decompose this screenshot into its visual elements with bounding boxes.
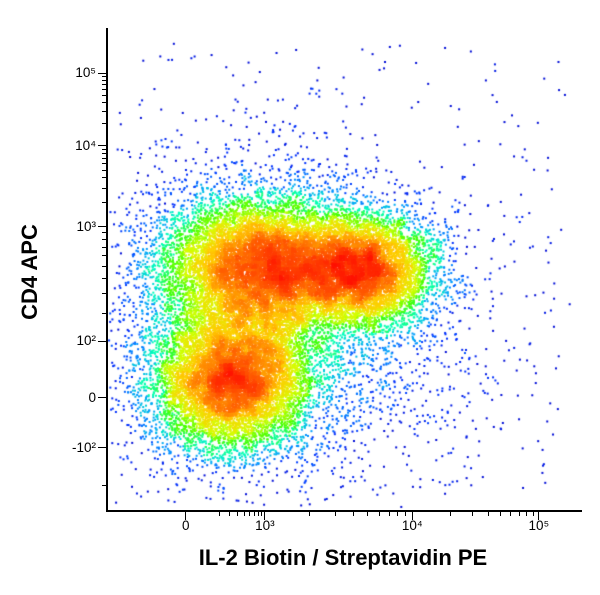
y-axis-major-tick <box>98 226 106 228</box>
y-axis-minor-tick <box>102 201 106 203</box>
x-axis-minor-tick <box>253 510 255 516</box>
x-axis-minor-tick <box>518 510 520 516</box>
y-axis-minor-tick <box>102 94 106 96</box>
y-axis-major-tick <box>98 447 106 449</box>
y-axis-minor-tick <box>102 101 106 103</box>
x-axis-major-tick <box>411 510 413 520</box>
y-tick-label: 10⁴ <box>75 137 96 153</box>
x-axis-minor-tick <box>449 510 451 516</box>
y-axis-major-tick <box>98 145 106 147</box>
y-axis-minor-tick <box>102 293 106 295</box>
x-axis-minor-tick <box>334 510 336 516</box>
x-axis-minor-tick <box>388 510 390 516</box>
x-axis-minor-tick <box>218 510 220 516</box>
x-axis-major-tick <box>185 510 187 520</box>
y-axis-minor-tick <box>102 255 106 257</box>
scatter-density-canvas <box>108 28 582 510</box>
x-axis-minor-tick <box>488 510 489 516</box>
x-tick-label: 0 <box>181 518 190 533</box>
x-tick-label: 10³ <box>255 518 275 533</box>
y-axis-title: CD4 APC <box>17 224 42 320</box>
y-tick-label: -10² <box>71 439 96 455</box>
y-axis-minor-tick <box>102 110 106 112</box>
y-axis-minor-tick <box>102 313 106 315</box>
y-axis-minor-tick <box>102 148 106 150</box>
x-axis-minor-tick <box>249 510 251 516</box>
x-axis-minor-tick <box>472 510 474 516</box>
y-axis-minor-tick <box>102 232 106 234</box>
x-axis-minor-tick <box>526 510 528 516</box>
y-tick-label: 0 <box>88 389 96 405</box>
x-tick-label: 10⁵ <box>528 518 550 533</box>
y-axis-minor-tick <box>102 152 106 154</box>
x-axis-title: IL-2 Biotin / Streptavidin PE <box>198 545 488 570</box>
y-axis-minor-tick <box>102 169 106 171</box>
x-axis-minor-tick <box>308 510 310 516</box>
x-axis-minor-tick <box>405 510 407 516</box>
y-axis-minor-tick <box>102 246 106 248</box>
y-tick-label: 10² <box>76 333 96 349</box>
y-tick-label: 10³ <box>76 218 96 234</box>
y-axis-minor-tick <box>102 84 106 85</box>
y-axis-minor-tick <box>102 123 106 125</box>
y-axis-minor-tick <box>102 239 106 241</box>
x-tick-label: 10⁴ <box>401 518 423 533</box>
x-axis-minor-tick <box>510 510 512 516</box>
x-axis-major-tick <box>264 510 266 520</box>
y-axis-minor-tick <box>102 157 106 159</box>
y-axis-minor-tick <box>102 79 106 81</box>
x-axis-minor-tick <box>257 510 259 516</box>
x-axis-minor-tick <box>379 510 381 516</box>
y-axis-minor-tick <box>102 76 106 78</box>
x-axis-minor-tick <box>397 510 399 516</box>
plot-area: 0 10³ 10⁴ 10⁵ 10⁵ 10⁴ 10³ 10² 0 -10² <box>72 28 582 533</box>
y-tick-label: 10⁵ <box>75 65 96 81</box>
y-axis-minor-tick <box>102 163 106 165</box>
x-axis-minor-tick <box>367 510 369 516</box>
y-axis-minor-tick <box>102 485 106 487</box>
y-axis-minor-tick <box>102 265 106 267</box>
y-axis-major-tick <box>98 72 106 74</box>
y-axis-minor-tick <box>102 187 106 189</box>
x-axis-major-tick <box>538 510 540 520</box>
y-axis-major-tick <box>98 340 106 342</box>
x-axis-minor-tick <box>229 510 231 516</box>
y-axis-major-tick <box>98 397 106 399</box>
x-axis-minor-tick <box>532 510 534 516</box>
x-axis-minor-tick <box>500 510 502 516</box>
x-axis-minor-tick <box>243 510 245 516</box>
x-axis-minor-tick <box>353 510 355 516</box>
x-axis-minor-tick <box>237 510 239 516</box>
y-axis-minor-tick <box>102 277 106 279</box>
x-axis-minor-tick <box>261 510 263 516</box>
y-axis-minor-tick <box>102 177 106 179</box>
y-axis-minor-tick <box>102 88 106 90</box>
